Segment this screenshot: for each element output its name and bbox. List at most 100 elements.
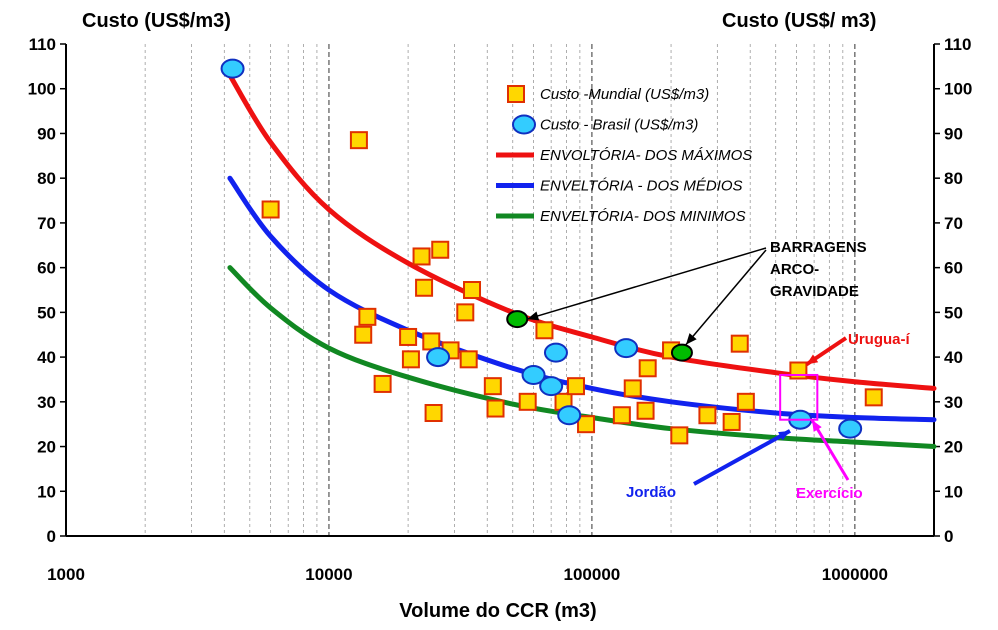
right-axis-title: Custo (US$/ m3): [722, 10, 876, 32]
brazil-cost-point: [539, 376, 564, 397]
grid-layer: [65, 44, 935, 536]
left-axis-title: Custo (US$/m3): [82, 10, 231, 32]
world-cost-point: [518, 392, 537, 411]
jordao-arrow-head: [778, 430, 790, 441]
y-tick-label-right: 110: [944, 35, 971, 54]
urugua-label: Urugua-í: [848, 331, 910, 348]
world-cost-point: [730, 334, 749, 353]
y-tick-label-left: 90: [37, 124, 56, 143]
world-cost-point: [638, 359, 657, 378]
y-tick-label-right: 50: [944, 303, 963, 322]
legend-label: ENVELTÓRIA- DOS MINIMOS: [540, 208, 746, 225]
world-cost-point: [261, 200, 280, 219]
world-cost-point: [401, 350, 420, 369]
world-cost-point: [415, 278, 434, 297]
world-cost-point: [623, 379, 642, 398]
world-cost-point: [483, 377, 502, 396]
exercise-box: [779, 373, 819, 421]
world-cost-point: [358, 307, 377, 326]
urugua-arrow-head: [806, 354, 819, 365]
legend-label: Custo - Brasil (US$/m3): [540, 117, 698, 134]
x-axis-title: Volume do CCR (m3): [399, 600, 596, 622]
world-cost-point: [422, 332, 441, 351]
y-tick-label-right: 0: [944, 527, 953, 546]
y-tick-label-right: 20: [944, 438, 963, 457]
y-tick-label-right: 80: [944, 169, 963, 188]
world-cost-point: [373, 374, 392, 393]
legend-label: ENVELTÓRIA - DOS MÉDIOS: [540, 178, 743, 195]
brazil-cost-point: [614, 338, 639, 359]
brazil-cost-point: [557, 405, 582, 426]
world-cost-point: [354, 325, 373, 344]
exercicio-arrow-head: [812, 420, 822, 432]
arch-gravity-dam-point: [506, 310, 529, 329]
axes-layer: 0 0 10 10 20 20 30 30 40 40 50 50 60 60 70 70 80 80 90 90 10…: [28, 35, 973, 584]
points-layer: [220, 58, 883, 445]
y-tick-label-left: 30: [37, 393, 56, 412]
world-cost-point: [566, 377, 585, 396]
jordao-arrow: [693, 429, 791, 486]
world-cost-point: [789, 361, 808, 380]
world-cost-point: [412, 247, 431, 266]
world-cost-point: [456, 303, 475, 322]
brazil-cost-point: [838, 418, 863, 439]
x-tick-label: 1000: [47, 565, 85, 584]
y-tick-label-left: 50: [37, 303, 56, 322]
barragens-arrow-1: [527, 247, 767, 320]
legend-square-swatch: [507, 85, 525, 103]
y-tick-label-right: 100: [944, 80, 972, 99]
barragens-arrow-1-head: [527, 311, 540, 321]
world-cost-point: [736, 392, 755, 411]
y-tick-label-left: 110: [29, 35, 56, 54]
world-cost-point: [424, 404, 443, 422]
legend-label: Custo -Mundial (US$/m3): [540, 86, 709, 103]
barragens-arrow-2-head: [685, 333, 697, 345]
y-tick-label-left: 80: [37, 169, 56, 188]
world-cost-point: [431, 240, 450, 259]
legend-circle-swatch: [512, 114, 536, 135]
exercicio-label: Exercício: [796, 485, 863, 502]
world-cost-point: [399, 327, 418, 346]
world-cost-point: [636, 401, 655, 420]
legend-label: ENVOLTÓRIA- DOS MÁXIMOS: [540, 147, 752, 164]
world-cost-point: [535, 321, 554, 340]
envelope-curve-4: [227, 265, 937, 449]
world-cost-point: [349, 131, 368, 150]
y-tick-label-right: 90: [944, 124, 963, 143]
y-tick-label-left: 100: [28, 80, 56, 99]
y-tick-label-right: 10: [944, 482, 963, 501]
x-tick-label: 10000: [305, 565, 352, 584]
world-cost-point: [486, 399, 505, 418]
jordao-label: Jordão: [626, 484, 676, 501]
world-cost-point: [463, 281, 482, 299]
barragens-arrow-2: [685, 249, 767, 346]
world-cost-point: [698, 406, 717, 425]
y-tick-label-right: 60: [944, 259, 963, 278]
brazil-cost-point: [543, 342, 568, 363]
exercicio-arrow: [810, 419, 850, 481]
annotations-layer: BARRAGENS ARCO- GRAVIDADE Urugua-í Jordão Exe…: [527, 239, 910, 502]
brazil-cost-point: [426, 347, 451, 368]
x-tick-label: 1000000: [822, 565, 888, 584]
world-cost-point: [612, 406, 631, 425]
x-tick-label: 100000: [564, 565, 621, 584]
y-tick-label-left: 60: [37, 259, 56, 278]
y-tick-label-right: 30: [944, 393, 963, 412]
world-cost-point: [722, 412, 741, 431]
brazil-cost-point: [521, 364, 546, 385]
barragens-label-line: GRAVIDADE: [770, 283, 859, 300]
world-cost-point: [577, 415, 596, 434]
legend: Custo -Mundial (US$/m3) Custo - Brasil (U…: [496, 85, 752, 225]
y-tick-label-left: 40: [37, 348, 56, 367]
y-tick-label-left: 10: [37, 482, 56, 501]
arch-gravity-dam-point: [670, 343, 693, 362]
y-tick-label-left: 70: [37, 214, 56, 233]
y-tick-label-left: 20: [37, 438, 56, 457]
brazil-cost-point: [220, 58, 245, 79]
y-tick-label-right: 40: [944, 348, 963, 367]
y-tick-label-right: 70: [944, 214, 963, 233]
barragens-label-line: BARRAGENS: [770, 239, 867, 256]
world-cost-point: [459, 350, 478, 369]
world-cost-point: [670, 426, 689, 445]
